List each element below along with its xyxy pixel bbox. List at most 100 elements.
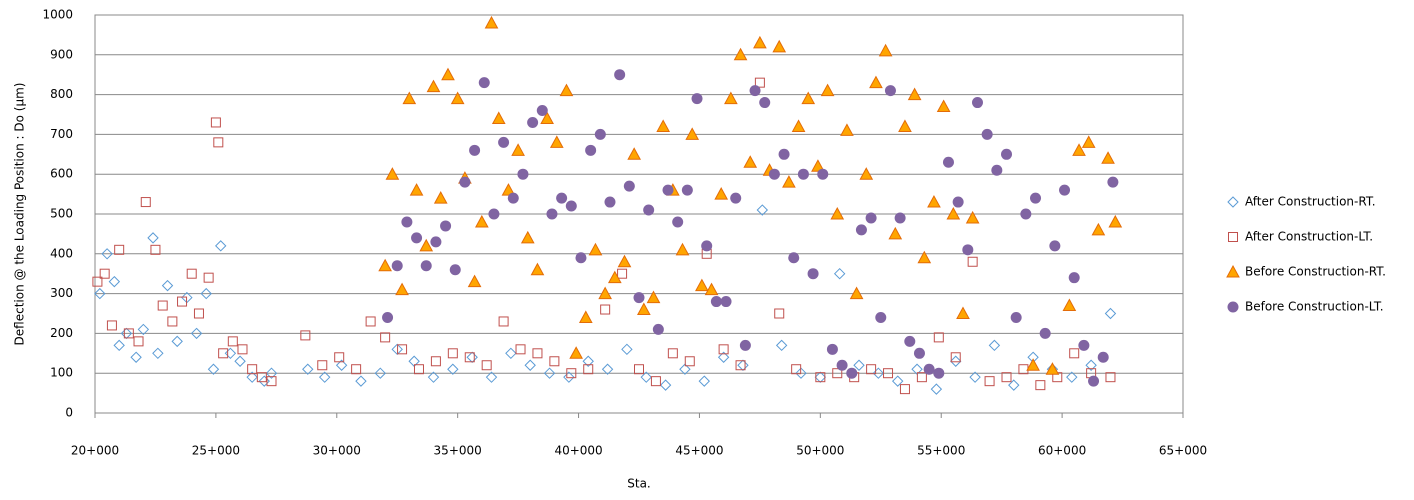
y-tick-label: 300 xyxy=(50,286,73,300)
square-marker xyxy=(532,348,543,359)
triangle-marker xyxy=(801,91,816,105)
square-marker xyxy=(413,364,424,375)
diamond-marker xyxy=(447,363,459,375)
circle-marker xyxy=(488,208,500,220)
square-marker xyxy=(430,356,441,367)
triangle-marker xyxy=(1072,143,1086,156)
circle-marker xyxy=(884,85,896,97)
triangle-marker xyxy=(1108,214,1123,228)
square-marker xyxy=(157,300,168,311)
circle-marker xyxy=(459,176,471,188)
diamond-marker xyxy=(113,339,125,352)
circle-marker xyxy=(1049,240,1061,252)
diamond-marker xyxy=(872,367,885,379)
square-marker xyxy=(227,336,238,347)
square-marker xyxy=(397,344,408,355)
square-marker xyxy=(883,368,894,379)
legend-label: After Construction-LT. xyxy=(1245,230,1373,244)
diamond-marker xyxy=(171,335,183,348)
circle-marker xyxy=(1030,192,1042,204)
square-marker xyxy=(967,256,978,267)
triangle-marker xyxy=(724,91,738,105)
triangle-marker xyxy=(695,278,709,292)
triangle-marker xyxy=(1062,298,1077,312)
diamond-marker xyxy=(427,371,440,383)
triangle-marker xyxy=(936,99,951,113)
triangle-marker xyxy=(426,79,441,93)
circle-marker xyxy=(527,116,539,128)
diamond-marker xyxy=(374,367,387,379)
triangle-marker xyxy=(441,67,455,81)
triangle-marker xyxy=(714,187,729,200)
y-tick-label: 1000 xyxy=(42,8,73,22)
square-marker xyxy=(177,296,188,307)
square-marker xyxy=(167,316,178,327)
circle-marker xyxy=(614,69,626,81)
diamond-marker xyxy=(130,351,142,363)
circle-marker xyxy=(710,296,722,308)
triangle-marker xyxy=(811,159,825,172)
diamond-marker xyxy=(988,339,1001,352)
diamond-marker xyxy=(795,367,807,379)
y-tick-label: 700 xyxy=(50,127,73,141)
triangle-marker xyxy=(1101,151,1115,164)
circle-marker xyxy=(401,216,413,228)
triangle-marker xyxy=(520,230,535,244)
y-tick-label: 800 xyxy=(50,87,73,101)
diamond-marker xyxy=(524,359,536,371)
circle-marker xyxy=(759,97,771,109)
y-tick-label: 100 xyxy=(50,366,73,380)
triangle-marker xyxy=(467,274,482,288)
square-marker xyxy=(515,344,526,355)
square-marker xyxy=(583,364,594,375)
triangle-marker xyxy=(501,183,516,196)
circle-marker xyxy=(913,347,925,359)
diamond-marker xyxy=(698,375,710,387)
diamond-marker xyxy=(640,371,652,383)
square-marker xyxy=(916,372,927,383)
diamond-marker xyxy=(246,371,258,383)
circle-marker xyxy=(382,311,394,323)
x-tick-label: 55+000 xyxy=(917,444,965,458)
y-tick-label: 900 xyxy=(50,47,73,61)
circle-marker xyxy=(749,85,761,97)
diamond-marker xyxy=(215,240,227,252)
y-tick-label: 200 xyxy=(50,326,73,340)
triangle-marker xyxy=(578,310,593,323)
square-marker xyxy=(933,332,944,343)
circle-marker xyxy=(971,97,983,109)
square-marker xyxy=(150,244,161,255)
square-marker xyxy=(791,364,802,375)
circle-marker xyxy=(981,128,993,140)
circle-marker xyxy=(507,192,519,204)
circle-marker xyxy=(498,136,510,148)
diamond-marker xyxy=(601,363,614,375)
x-tick-label: 25+000 xyxy=(192,444,240,458)
circle-marker xyxy=(720,296,732,308)
diamond-marker xyxy=(717,351,730,363)
triangle-marker xyxy=(840,123,854,136)
x-tick-label: 45+000 xyxy=(675,444,723,458)
square-marker xyxy=(1035,380,1046,391)
circle-marker xyxy=(1010,311,1022,323)
circle-marker xyxy=(730,192,742,204)
triangle-marker xyxy=(1026,358,1040,371)
circle-marker xyxy=(846,367,858,379)
square-marker xyxy=(266,376,277,387)
diamond-marker xyxy=(1085,359,1097,371)
triangle-marker xyxy=(1226,264,1240,278)
y-tick-label: 600 xyxy=(50,167,73,181)
triangle-marker xyxy=(675,242,690,256)
square-marker xyxy=(984,376,995,387)
triangle-marker xyxy=(607,270,622,284)
square-marker xyxy=(1105,372,1116,383)
square-marker xyxy=(140,197,151,208)
triangle-marker xyxy=(569,346,583,359)
diamond-marker xyxy=(137,323,150,336)
x-tick-label: 40+000 xyxy=(554,444,602,458)
triangle-marker xyxy=(530,262,545,276)
square-marker xyxy=(566,368,577,379)
square-marker xyxy=(193,308,204,319)
square-marker xyxy=(498,316,509,327)
circle-marker xyxy=(904,335,916,347)
